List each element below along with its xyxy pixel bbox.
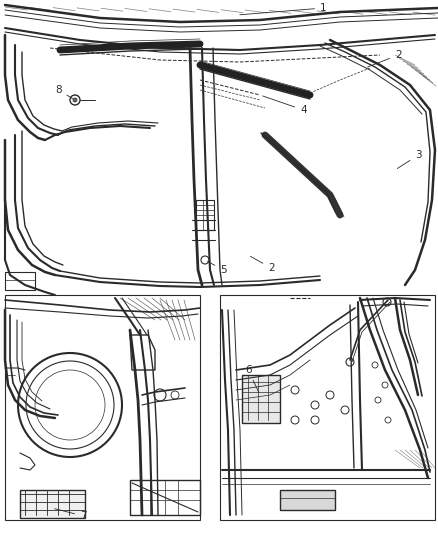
Text: 8: 8 (55, 85, 73, 99)
Bar (20, 490, 85, 518)
Bar (130, 480, 200, 515)
Bar (242, 375, 280, 423)
Bar (196, 200, 214, 230)
Text: 6: 6 (245, 365, 259, 392)
Text: 2: 2 (251, 256, 275, 273)
Circle shape (73, 98, 77, 102)
Bar (220, 295, 435, 520)
Text: 4: 4 (263, 96, 307, 115)
Bar (5, 272, 35, 290)
Text: 1: 1 (240, 3, 327, 15)
Text: 7: 7 (55, 508, 87, 521)
Text: 5: 5 (208, 261, 226, 275)
Bar (280, 490, 335, 510)
Text: 2: 2 (367, 50, 402, 67)
Text: 3: 3 (397, 150, 422, 168)
Bar (5, 295, 200, 520)
